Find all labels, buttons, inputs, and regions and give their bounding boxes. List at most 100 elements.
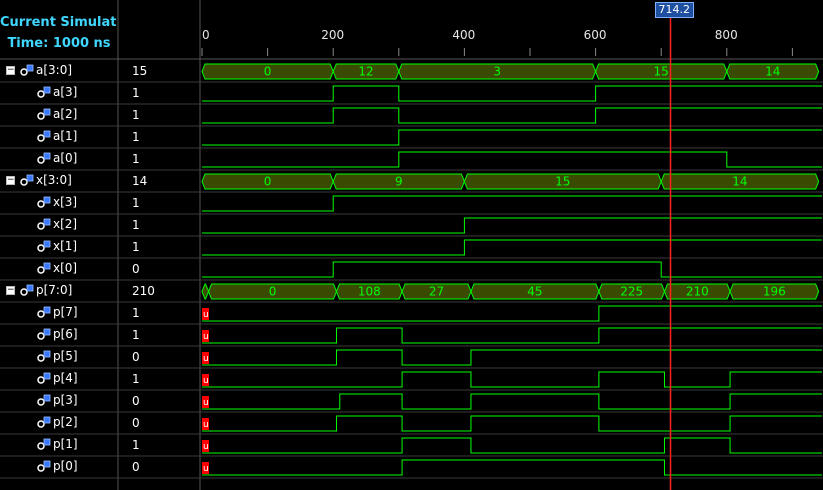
signal-value-p1: 1 (132, 438, 140, 452)
signal-label: p[1] (53, 437, 78, 451)
bit-signal-icon (37, 152, 51, 164)
bit-signal-icon (37, 86, 51, 98)
bus-segment (726, 63, 820, 80)
signal-label: p[7] (53, 305, 78, 319)
signal-name-x3[interactable]: x[3] (0, 192, 118, 214)
signal-value-p0: 0 (132, 460, 140, 474)
collapse-icon[interactable]: − (6, 175, 15, 185)
undefined-marker-text: u (203, 376, 209, 386)
bit-waveform (202, 217, 822, 234)
undefined-marker-text: u (203, 310, 209, 320)
signal-value-x: 14 (132, 174, 148, 188)
signal-name-x1[interactable]: x[1] (0, 236, 118, 258)
cursor-time-label[interactable]: 714.2 (654, 2, 694, 18)
signal-label: p[2] (53, 415, 78, 429)
undefined-marker (202, 462, 209, 474)
bus-value-label: 15 (555, 175, 570, 189)
signal-label: p[5] (53, 349, 78, 363)
signal-label: x[3:0] (36, 173, 72, 187)
bus-value-label: 45 (527, 285, 542, 299)
bit-waveform (202, 239, 822, 256)
signal-name-p2[interactable]: p[2] (0, 412, 118, 434)
collapse-icon[interactable]: − (6, 65, 15, 75)
undefined-marker (202, 418, 209, 430)
signal-value-a0: 1 (132, 152, 140, 166)
signal-name-x[interactable]: − x[3:0] (0, 170, 118, 192)
signal-label: a[3:0] (36, 63, 73, 77)
undefined-marker (202, 440, 209, 452)
bus-value-label: 0 (264, 175, 272, 189)
signal-name-a2[interactable]: a[2] (0, 104, 118, 126)
bit-signal-icon (37, 328, 51, 340)
signal-value-p3: 0 (132, 394, 140, 408)
signal-name-p6[interactable]: p[6] (0, 324, 118, 346)
undefined-marker-text: u (203, 442, 209, 452)
signal-name-p7[interactable]: p[7] (0, 302, 118, 324)
bit-signal-icon (37, 240, 51, 252)
signal-label: p[7:0] (36, 283, 73, 297)
signal-name-p0[interactable]: p[0] (0, 456, 118, 478)
signal-name-p5[interactable]: p[5] (0, 346, 118, 368)
ruler-tick-label: 200 (321, 28, 345, 42)
undefined-marker-text: u (203, 332, 209, 342)
undefined-marker-text: u (203, 354, 209, 364)
signal-value-p2: 0 (132, 416, 140, 430)
bit-signal-icon (37, 218, 51, 230)
bit-waveform (202, 371, 822, 388)
signal-label: p[6] (53, 327, 78, 341)
signal-label: x[2] (53, 217, 78, 231)
ruler-tick-label: 400 (452, 28, 476, 42)
signal-value-p: 210 (132, 284, 155, 298)
signal-label: a[3] (53, 85, 78, 99)
signal-value-a3: 1 (132, 86, 140, 100)
bus-value-label: 9 (395, 175, 403, 189)
signal-name-p[interactable]: − p[7:0] (0, 280, 118, 302)
signal-name-p3[interactable]: p[3] (0, 390, 118, 412)
signal-value-p6: 1 (132, 328, 140, 342)
bit-waveform (202, 349, 822, 366)
bus-segment (201, 283, 210, 300)
bit-waveform (202, 261, 822, 278)
undefined-marker (202, 330, 209, 342)
undefined-marker (202, 308, 209, 320)
bus-signal-icon (20, 284, 34, 296)
signal-value-a2: 1 (132, 108, 140, 122)
signal-label: p[3] (53, 393, 78, 407)
signal-name-p4[interactable]: p[4] (0, 368, 118, 390)
bus-segment (660, 173, 820, 190)
bus-value-label: 108 (358, 285, 381, 299)
bus-value-label: 14 (765, 65, 780, 79)
bus-value-label: 27 (429, 285, 444, 299)
ruler-tick-label: 600 (583, 28, 607, 42)
undefined-marker-text: u (203, 464, 209, 474)
signal-name-a3[interactable]: a[3] (0, 82, 118, 104)
signal-label: p[4] (53, 371, 78, 385)
collapse-icon[interactable]: − (6, 285, 15, 295)
signal-name-x2[interactable]: x[2] (0, 214, 118, 236)
signal-label: x[1] (53, 239, 78, 253)
signal-name-a[interactable]: − a[3:0] (0, 60, 118, 82)
bit-signal-icon (37, 196, 51, 208)
bit-waveform (202, 305, 822, 322)
bit-signal-icon (37, 262, 51, 274)
signal-name-a1[interactable]: a[1] (0, 126, 118, 148)
bus-signal-icon (20, 64, 34, 76)
bit-waveform (202, 415, 822, 432)
signal-name-x0[interactable]: x[0] (0, 258, 118, 280)
bit-signal-icon (37, 438, 51, 450)
bus-value-label: 196 (763, 285, 786, 299)
bit-waveform (202, 151, 822, 168)
signal-value-x0: 0 (132, 262, 140, 276)
signal-name-p1[interactable]: p[1] (0, 434, 118, 456)
signal-name-a0[interactable]: a[0] (0, 148, 118, 170)
signal-label: p[0] (53, 459, 78, 473)
undefined-marker (202, 352, 209, 364)
bit-signal-icon (37, 306, 51, 318)
undefined-marker (202, 396, 209, 408)
bus-value-label: 210 (686, 285, 709, 299)
signal-value-a1: 1 (132, 130, 140, 144)
bus-value-label: 0 (269, 285, 277, 299)
bus-value-label: 3 (493, 65, 501, 79)
